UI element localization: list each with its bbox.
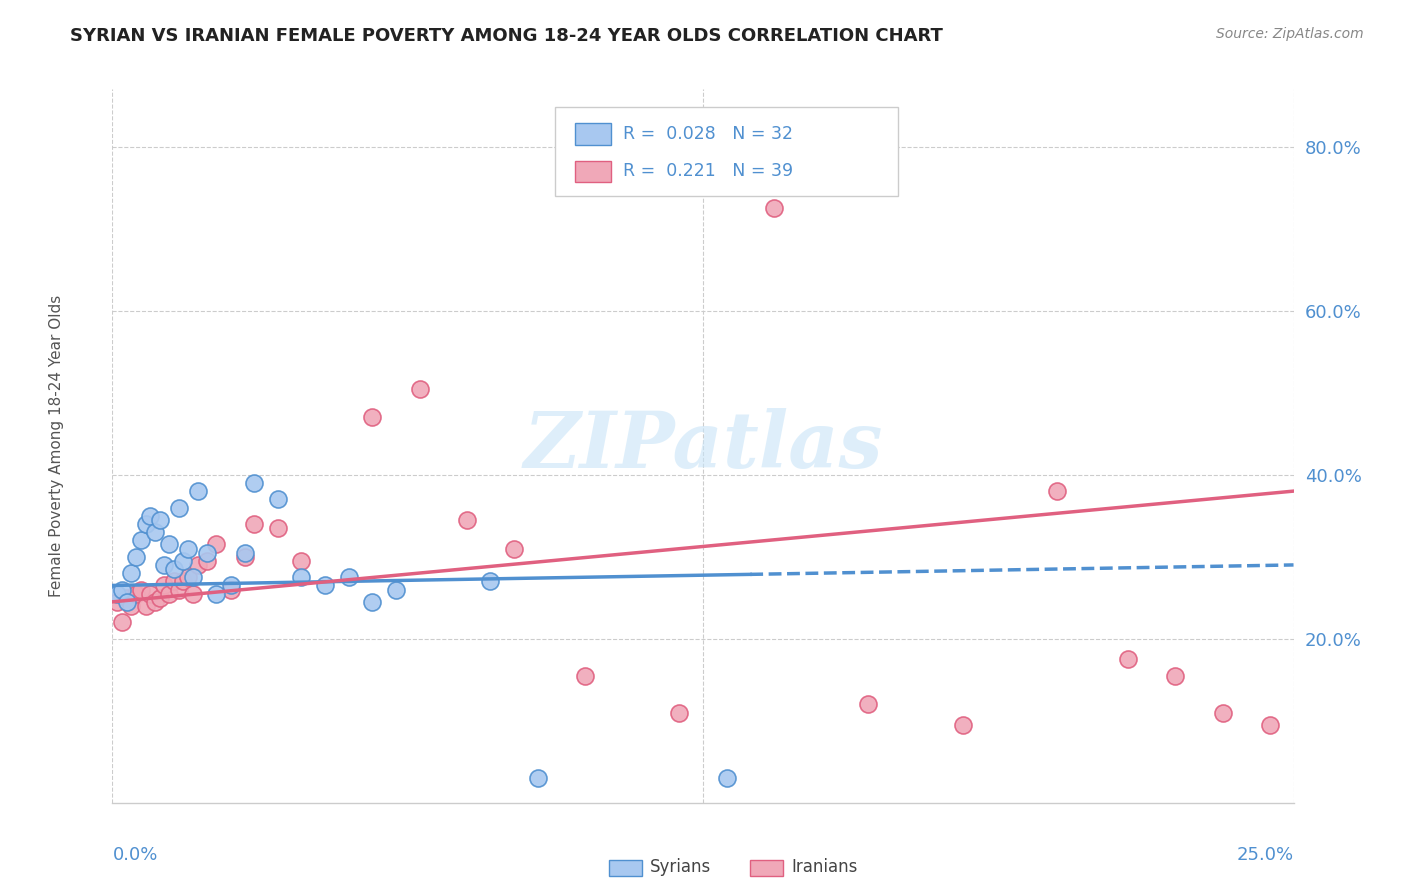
Point — [177, 541, 200, 556]
Point — [1164, 668, 1187, 682]
Text: Syrians: Syrians — [650, 858, 711, 876]
Point — [120, 566, 142, 581]
Point — [157, 537, 180, 551]
Point — [195, 546, 218, 560]
Point — [219, 578, 242, 592]
Point — [267, 492, 290, 507]
Point — [243, 475, 266, 490]
Point — [456, 513, 478, 527]
Point — [153, 578, 176, 592]
Point — [314, 578, 336, 592]
Point — [361, 595, 384, 609]
Text: Iranians: Iranians — [792, 858, 858, 876]
Point — [129, 582, 152, 597]
Point — [149, 513, 172, 527]
Point — [233, 546, 256, 560]
Point — [1116, 652, 1139, 666]
FancyBboxPatch shape — [751, 860, 783, 876]
FancyBboxPatch shape — [575, 161, 610, 182]
Point — [219, 582, 242, 597]
Point — [153, 558, 176, 572]
Point — [337, 570, 360, 584]
Point — [115, 595, 138, 609]
Point — [105, 595, 128, 609]
Point — [167, 500, 190, 515]
Text: SYRIAN VS IRANIAN FEMALE POVERTY AMONG 18-24 YEAR OLDS CORRELATION CHART: SYRIAN VS IRANIAN FEMALE POVERTY AMONG 1… — [70, 27, 943, 45]
Text: R =  0.028   N = 32: R = 0.028 N = 32 — [623, 125, 793, 143]
Point — [139, 508, 162, 523]
Point — [163, 574, 186, 589]
Point — [574, 668, 596, 682]
Point — [205, 537, 228, 551]
Point — [526, 771, 548, 785]
Point — [111, 582, 134, 597]
Text: 0.0%: 0.0% — [112, 846, 157, 863]
Point — [385, 582, 408, 597]
Point — [1046, 484, 1069, 499]
Point — [149, 591, 172, 605]
Point — [163, 562, 186, 576]
Point — [172, 554, 194, 568]
Point — [267, 521, 290, 535]
Point — [115, 591, 138, 605]
Point — [135, 599, 157, 613]
Point — [668, 706, 690, 720]
Point — [1258, 718, 1281, 732]
FancyBboxPatch shape — [555, 107, 898, 196]
Point — [143, 525, 166, 540]
Point — [157, 587, 180, 601]
Point — [125, 549, 148, 564]
Point — [111, 615, 134, 630]
Point — [177, 570, 200, 584]
Text: 25.0%: 25.0% — [1236, 846, 1294, 863]
Point — [167, 582, 190, 597]
Point — [290, 570, 312, 584]
Point — [181, 570, 204, 584]
Point — [952, 718, 974, 732]
Point — [120, 599, 142, 613]
Point — [186, 484, 208, 499]
Point — [361, 410, 384, 425]
Point — [195, 554, 218, 568]
Point — [503, 541, 526, 556]
Point — [135, 516, 157, 531]
Point — [233, 549, 256, 564]
Text: Source: ZipAtlas.com: Source: ZipAtlas.com — [1216, 27, 1364, 41]
Point — [172, 574, 194, 589]
FancyBboxPatch shape — [609, 860, 641, 876]
Text: ZIPatlas: ZIPatlas — [523, 408, 883, 484]
Point — [858, 698, 880, 712]
Point — [408, 382, 430, 396]
Point — [290, 554, 312, 568]
Point — [243, 516, 266, 531]
Point — [139, 587, 162, 601]
Point — [1212, 706, 1234, 720]
Point — [105, 587, 128, 601]
Point — [716, 771, 738, 785]
Text: R =  0.221   N = 39: R = 0.221 N = 39 — [623, 162, 793, 180]
FancyBboxPatch shape — [575, 123, 610, 145]
Point — [129, 533, 152, 548]
Point — [143, 595, 166, 609]
Point — [125, 587, 148, 601]
Point — [186, 558, 208, 572]
Point — [181, 587, 204, 601]
Point — [479, 574, 502, 589]
Point — [762, 201, 785, 215]
Point — [205, 587, 228, 601]
Text: Female Poverty Among 18-24 Year Olds: Female Poverty Among 18-24 Year Olds — [49, 295, 63, 597]
